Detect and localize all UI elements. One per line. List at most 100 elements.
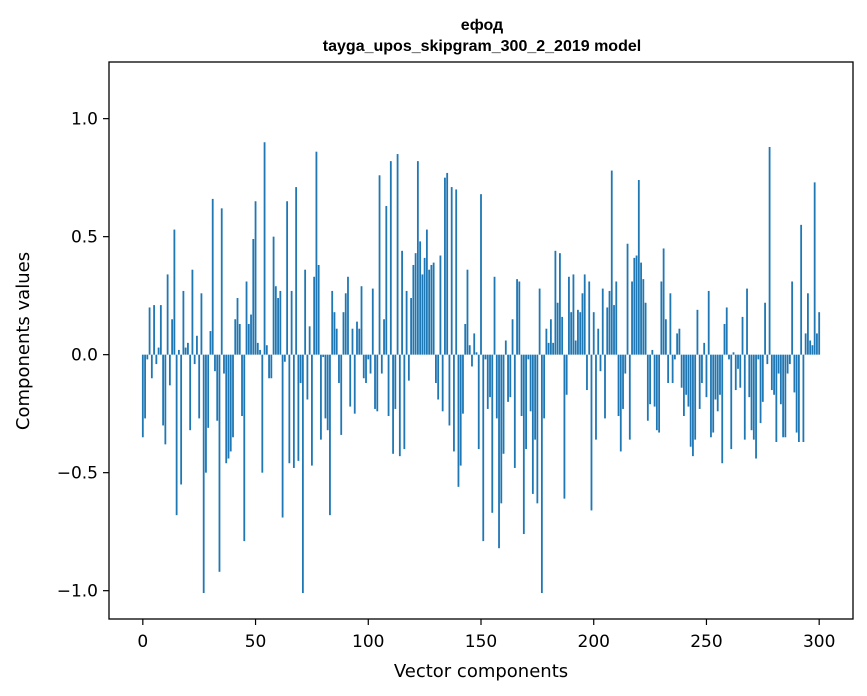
bar: [283, 354, 286, 362]
bar: [331, 290, 334, 355]
bar: [673, 354, 676, 360]
bar: [775, 354, 778, 442]
bar: [543, 354, 546, 419]
bar: [613, 305, 615, 355]
bar: [640, 262, 642, 355]
bar: [768, 146, 771, 355]
bar: [371, 288, 374, 355]
bar: [807, 293, 809, 355]
bar: [595, 354, 597, 440]
bar: [317, 264, 320, 355]
bar: [270, 354, 273, 379]
bar: [737, 354, 739, 369]
bar: [383, 319, 385, 355]
x-axis-label: Vector components: [394, 661, 568, 682]
bar: [696, 309, 699, 355]
bar: [444, 177, 446, 355]
bar: [788, 354, 791, 365]
bar: [459, 354, 462, 466]
bar: [764, 302, 766, 355]
bar: [628, 354, 631, 440]
bar: [615, 281, 618, 355]
bar: [782, 354, 785, 438]
bar: [437, 354, 440, 400]
bar: [380, 354, 383, 374]
bar: [362, 354, 365, 379]
bar: [660, 281, 663, 355]
x-tick-label: 0: [137, 632, 148, 652]
bar: [351, 328, 354, 355]
bar: [741, 316, 744, 355]
bar: [592, 312, 595, 355]
bar: [313, 276, 316, 355]
bar: [480, 194, 482, 355]
bar: [358, 328, 361, 355]
bar: [243, 354, 246, 542]
bar: [211, 198, 214, 355]
bar: [182, 290, 185, 355]
bar: [626, 243, 629, 355]
bar: [265, 345, 268, 355]
bar: [484, 354, 487, 360]
bar: [746, 288, 748, 355]
bar: [209, 331, 212, 355]
bar: [175, 354, 178, 516]
bar: [813, 182, 816, 355]
bar: [604, 354, 606, 419]
bar: [435, 354, 437, 383]
bar: [457, 354, 460, 487]
bar: [719, 354, 721, 395]
bar: [184, 347, 187, 355]
x-tick-label: 250: [690, 632, 722, 652]
bar: [572, 274, 575, 355]
bar: [770, 354, 773, 391]
bar: [225, 354, 228, 464]
bar: [374, 354, 376, 409]
bar: [538, 288, 541, 355]
bar: [150, 354, 153, 379]
bar: [220, 208, 223, 355]
bar: [520, 354, 523, 417]
bar: [489, 354, 491, 398]
bar: [504, 340, 507, 355]
bar: [407, 354, 410, 381]
bar: [477, 354, 480, 450]
bar: [453, 354, 455, 452]
bar: [549, 319, 552, 355]
bar: [486, 354, 489, 409]
bar: [692, 354, 694, 457]
bar: [536, 354, 539, 504]
bar: [171, 319, 174, 355]
x-tick-label: 50: [245, 632, 267, 652]
bar: [646, 354, 649, 421]
bar: [559, 253, 561, 355]
bar: [466, 269, 469, 355]
bar: [405, 290, 408, 355]
bar: [728, 354, 730, 360]
bar: [570, 312, 573, 355]
bar: [509, 354, 512, 398]
bar: [493, 276, 496, 355]
bar: [716, 354, 719, 412]
bar: [396, 154, 399, 355]
bar: [419, 241, 422, 355]
bar: [441, 354, 444, 412]
bar: [739, 354, 742, 388]
bar: [732, 352, 735, 355]
bar: [531, 354, 534, 494]
bar: [202, 354, 205, 594]
bar: [295, 187, 298, 355]
bar: [624, 354, 627, 374]
bar: [218, 354, 221, 572]
bar: [378, 175, 381, 355]
y-axis-ticks: −1.0 −0.5 0.0 0.5 1.0: [57, 110, 109, 602]
bar: [344, 293, 347, 355]
bar: [534, 354, 537, 440]
bar: [286, 201, 289, 355]
bar: [743, 354, 746, 440]
bar: [635, 255, 638, 355]
bar: [223, 354, 225, 374]
bar: [568, 276, 570, 355]
bar: [748, 354, 751, 398]
